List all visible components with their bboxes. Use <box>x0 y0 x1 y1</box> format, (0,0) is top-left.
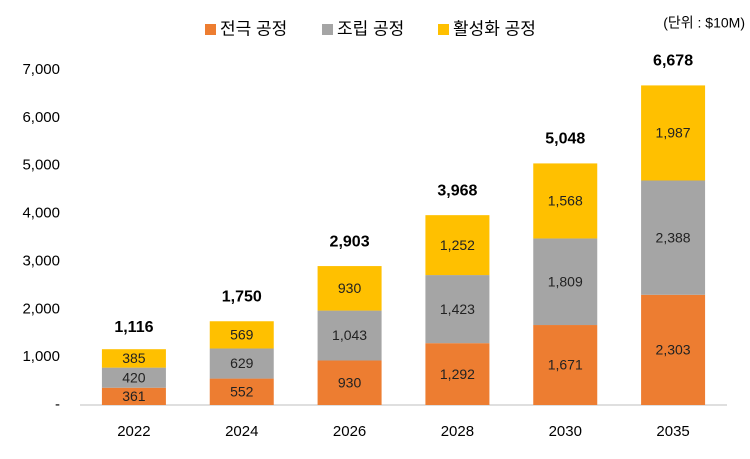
x-tick-label: 2030 <box>549 423 582 440</box>
segment-label: 2,303 <box>656 342 691 358</box>
total-label: 3,968 <box>437 182 477 199</box>
x-tick-label: 2035 <box>656 423 689 440</box>
bar-segment <box>425 275 490 344</box>
bar-segment <box>425 343 490 405</box>
bar-segment <box>425 215 490 276</box>
x-tick-label: 2026 <box>333 423 366 440</box>
segment-label: 361 <box>122 388 146 404</box>
x-tick-label: 2022 <box>117 423 150 440</box>
segment-label: 930 <box>338 280 362 296</box>
segment-label: 629 <box>230 355 254 371</box>
bar-segment <box>641 85 706 181</box>
bar-segment <box>533 163 598 239</box>
y-tick-label: 4,000 <box>22 205 60 222</box>
total-label: 1,750 <box>222 288 262 305</box>
legend-swatch <box>322 24 333 35</box>
bar-segment <box>209 348 274 379</box>
segment-label: 1,671 <box>548 357 583 373</box>
segment-label: 569 <box>230 327 254 343</box>
x-tick-label: 2028 <box>441 423 474 440</box>
legend-label: 조립 공정 <box>337 19 404 38</box>
total-label: 6,678 <box>653 53 693 70</box>
bar-segment <box>317 310 382 361</box>
segment-label: 2,388 <box>656 229 691 245</box>
segment-label: 420 <box>122 369 146 385</box>
y-tick-label: 7,000 <box>22 61 60 78</box>
y-tick-label: 5,000 <box>22 157 60 174</box>
total-label: 5,048 <box>545 131 585 148</box>
legend-swatch <box>205 24 216 35</box>
y-tick-label: 1,000 <box>22 348 60 365</box>
y-tick-label: 2,000 <box>22 300 60 317</box>
segment-label: 1,987 <box>656 125 691 141</box>
y-tick-label: 6,000 <box>22 109 60 126</box>
segment-label: 1,043 <box>332 327 367 343</box>
bar-segment <box>101 349 166 368</box>
segment-label: 1,809 <box>548 273 583 289</box>
segment-label: 930 <box>338 374 362 390</box>
y-tick-label: - <box>55 396 60 413</box>
bar-segment <box>101 367 166 388</box>
segment-label: 1,292 <box>440 366 475 382</box>
bar-segment <box>209 378 274 405</box>
segment-label: 1,423 <box>440 301 475 317</box>
bar-segment <box>317 360 382 405</box>
bar-segment <box>101 387 166 405</box>
total-label: 2,903 <box>330 233 370 250</box>
x-tick-label: 2024 <box>225 423 258 440</box>
bar-segment <box>641 180 706 295</box>
bar-segment <box>317 266 382 311</box>
bar-segment <box>641 294 706 405</box>
segment-label: 1,252 <box>440 237 475 253</box>
segment-label: 552 <box>230 383 254 399</box>
y-tick-label: 3,000 <box>22 252 60 269</box>
bar-segment <box>533 325 598 405</box>
bar-segment <box>209 321 274 349</box>
legend-swatch <box>438 24 449 35</box>
legend-label: 전극 공정 <box>220 19 287 38</box>
segment-label: 1,568 <box>548 193 583 209</box>
total-label: 1,116 <box>114 319 153 336</box>
unit-note: (단위 : $10M) <box>663 15 745 31</box>
bar-segment <box>533 238 598 326</box>
legend-label: 활성화 공정 <box>453 19 536 38</box>
segment-label: 385 <box>122 350 146 366</box>
